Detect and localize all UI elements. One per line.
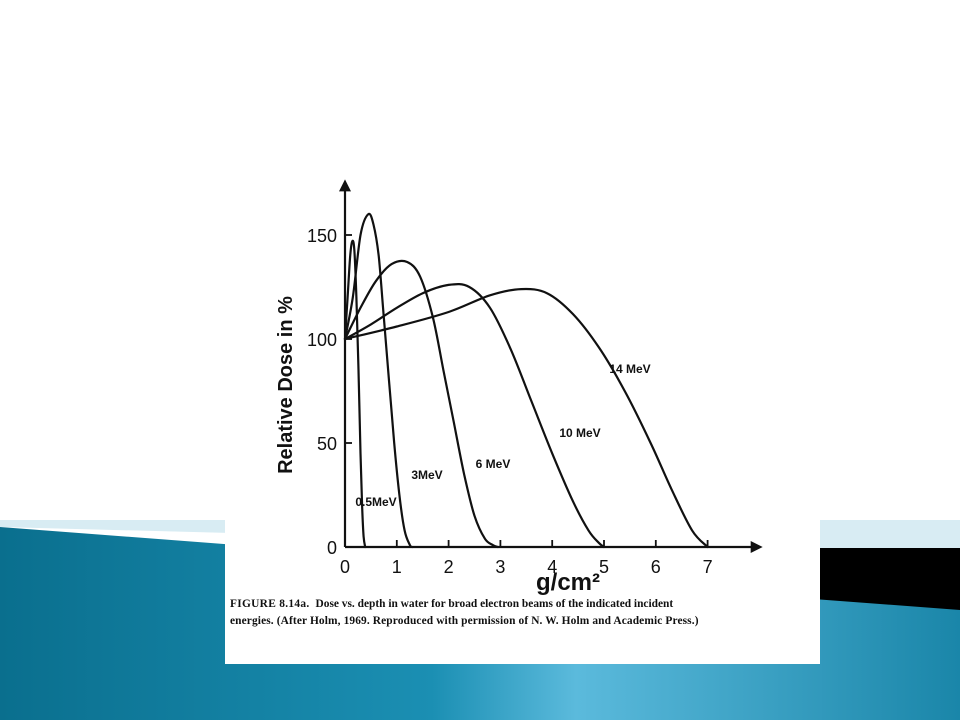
x-tick-label: 5 [599,557,609,577]
y-tick-label: 150 [307,226,337,246]
x-tick-label: 4 [547,557,557,577]
curve-3-mev [343,212,414,549]
curve-14-mev [343,287,709,549]
caption-line-2: energies. (After Holm, 1969. Reproduced … [230,615,699,627]
y-tick-label: 100 [307,330,337,350]
figure-label: FIGURE 8.14a. [230,598,310,610]
x-tick-label: 7 [703,557,713,577]
x-axis-title: g/cm² [536,569,600,596]
series-label-10-mev: 10 MeV [559,426,600,440]
x-axis-arrow [750,541,763,553]
series-label-3-mev: 3MeV [411,468,442,482]
y-axis-arrow [339,179,351,192]
figure-caption: FIGURE 8.14a. Dose vs. depth in water for… [230,596,816,630]
y-axis-title: Relative Dose in % [275,296,297,474]
chart-curves [343,212,709,549]
figure-card [225,150,820,664]
y-tick-label: 50 [317,434,337,454]
caption-line-1: Dose vs. depth in water for broad electr… [315,598,674,610]
series-label-6-mev: 6 MeV [476,457,511,471]
y-tick-label: 0 [327,538,337,558]
chart-labels: 0 1 2 3 4 5 6 7 0 50 100 150 g/cm² Relative Dose in %… [275,226,713,596]
black-bar [800,548,960,610]
series-label-14-mev: 14 MeV [609,362,650,376]
curve-0-5-mev [343,239,367,549]
chart-axes [339,179,763,553]
x-tick-label: 1 [392,557,402,577]
x-tick-label: 2 [444,557,454,577]
x-tick-label: 6 [651,557,661,577]
curve-10-mev [343,283,606,549]
x-tick-label: 3 [495,557,505,577]
series-label-0-5-mev: 0.5MeV [355,495,396,509]
curve-6-mev [343,259,499,549]
x-tick-label: 0 [340,557,350,577]
